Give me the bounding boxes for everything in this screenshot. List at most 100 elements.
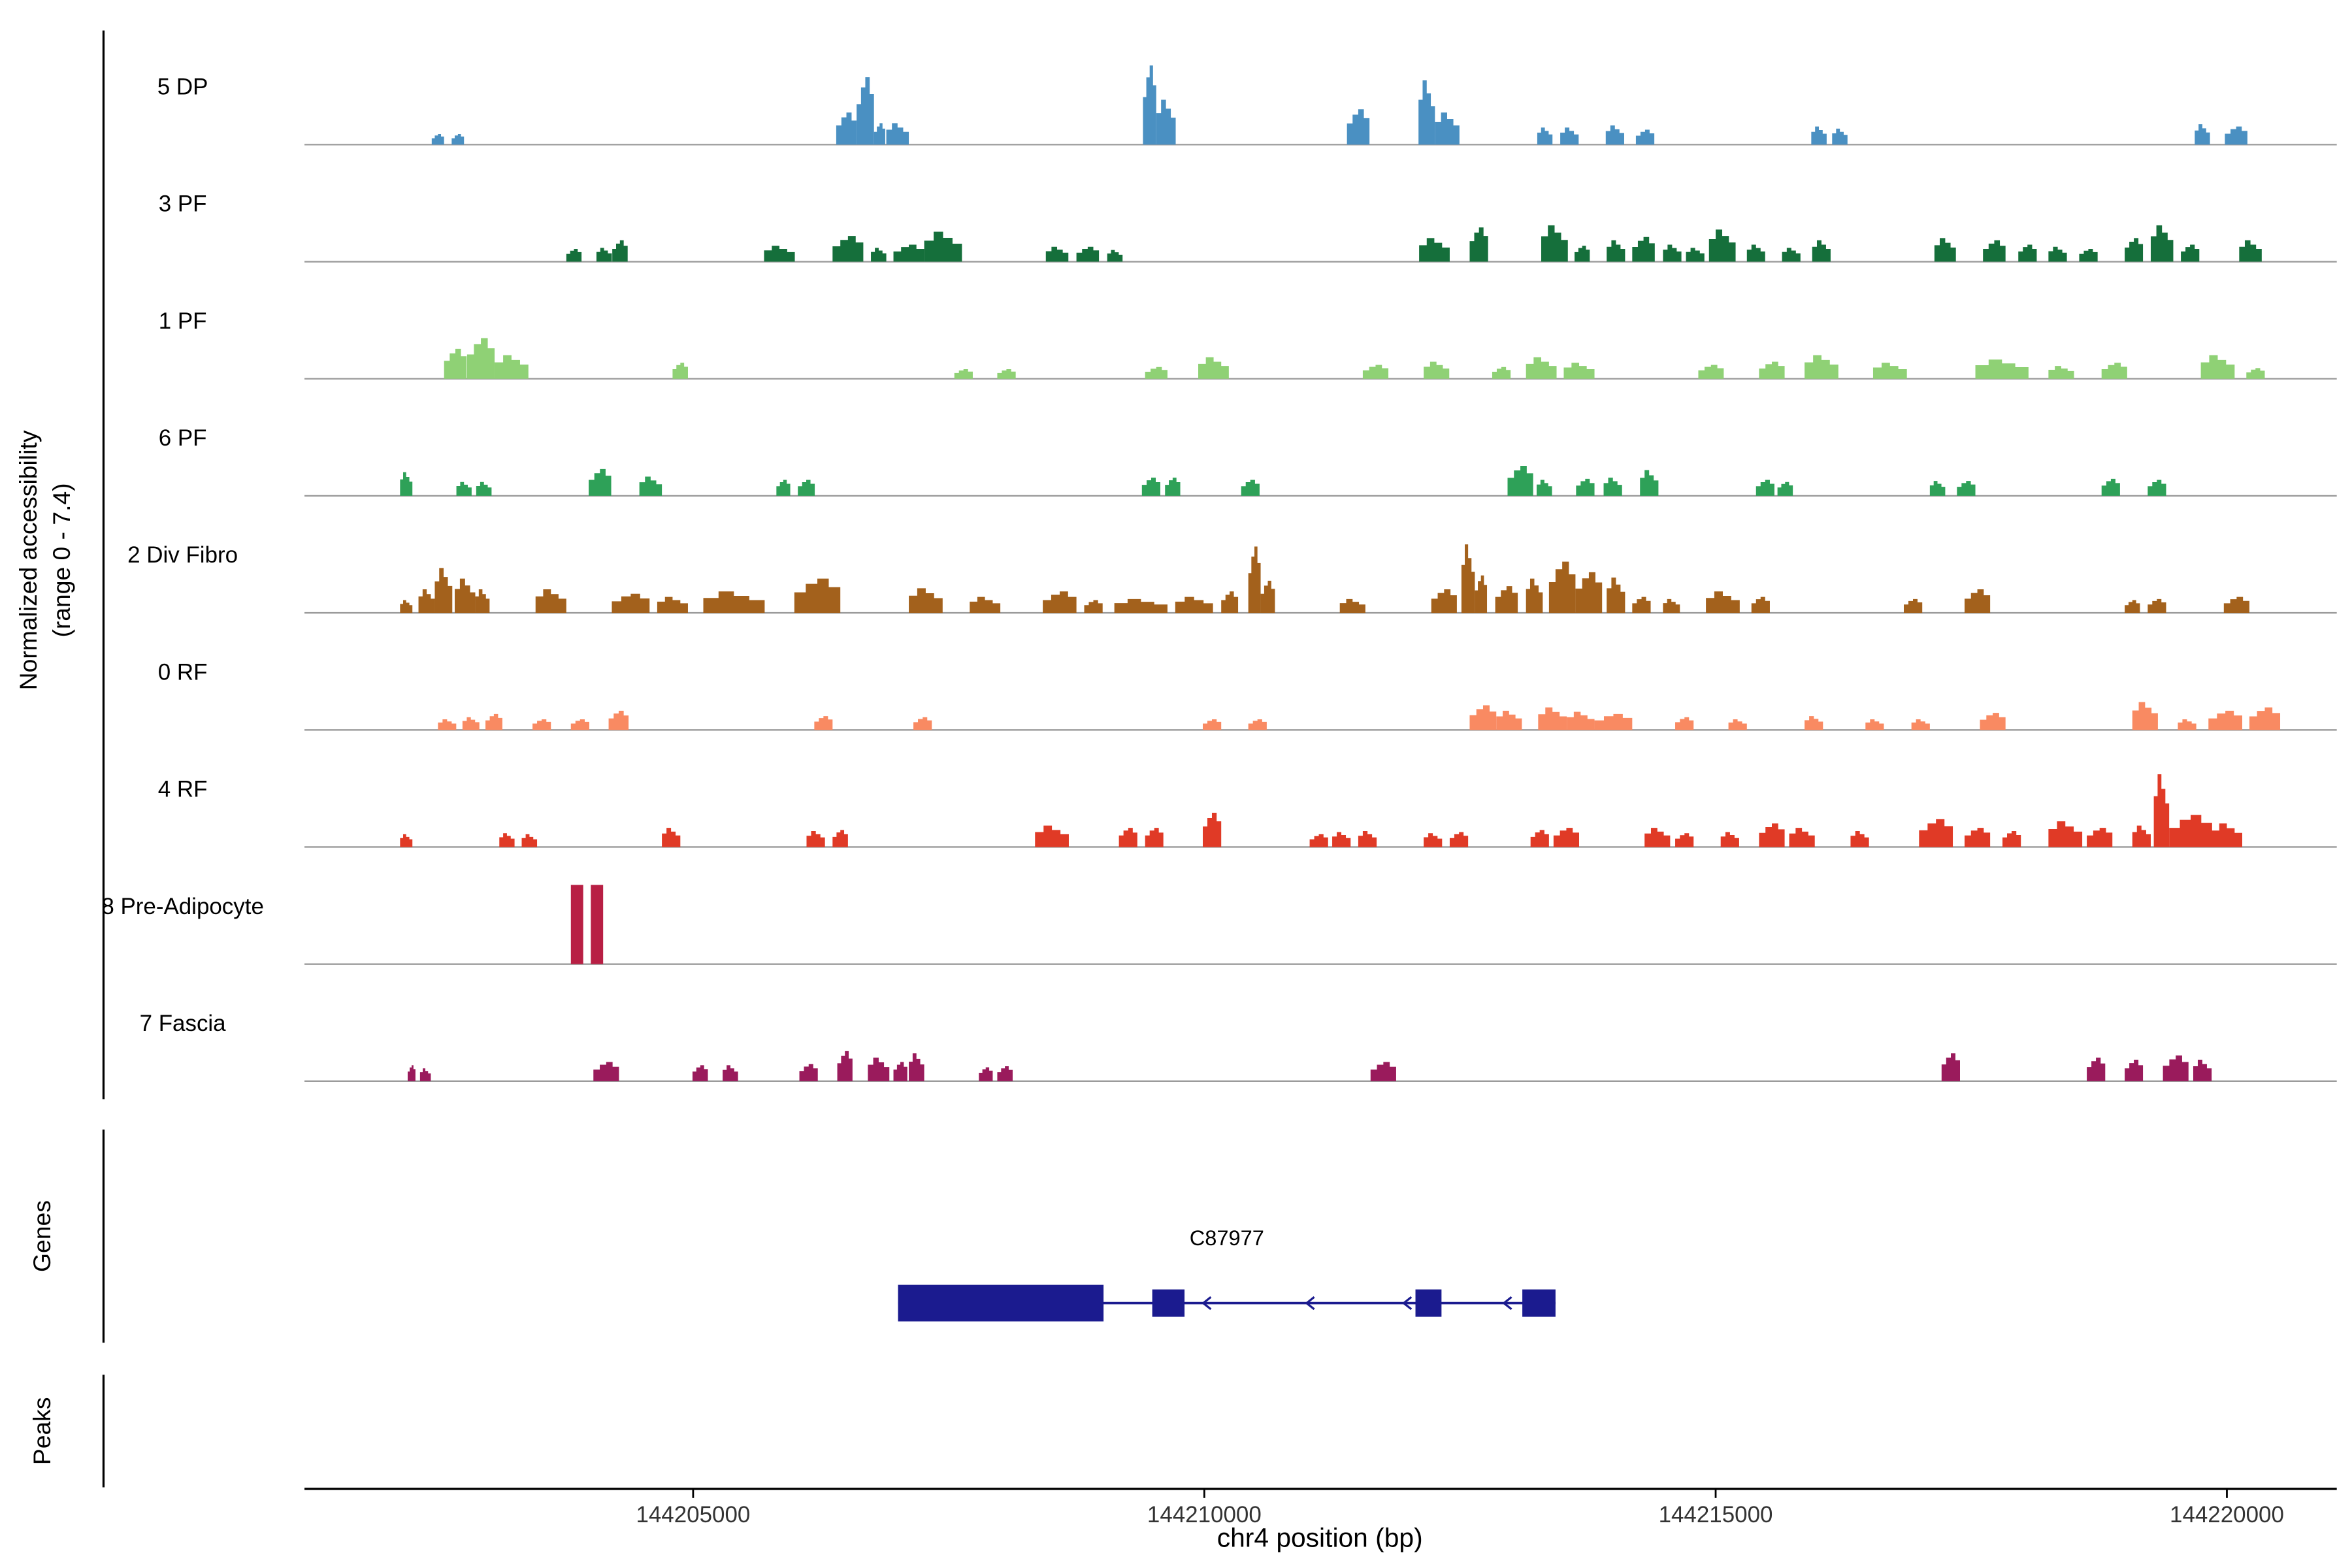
coverage-peak: [1248, 719, 1267, 730]
coverage-peak: [1419, 238, 1450, 262]
coverage-peak: [1675, 717, 1694, 730]
coverage-peak: [893, 1062, 907, 1081]
coverage-peak: [979, 1067, 993, 1081]
coverage-peak: [1469, 705, 1497, 730]
coverage-peak: [1495, 586, 1518, 613]
coverage-peak: [1751, 596, 1770, 613]
coverage-peak: [570, 719, 589, 730]
coverage-peak: [909, 1053, 924, 1081]
coverage-peak: [1526, 578, 1543, 613]
coverage-peak: [532, 719, 551, 730]
coverage-peak: [1309, 834, 1328, 847]
coverage-peak: [2239, 240, 2262, 262]
track-label: 6 PF: [159, 425, 207, 451]
coverage-peak: [799, 1064, 818, 1081]
strand-arrow-icon: [1305, 1296, 1315, 1311]
strand-arrow-icon: [1401, 1296, 1413, 1311]
coverage-peak: [837, 1051, 853, 1081]
coverage-peak: [776, 480, 791, 496]
coverage-peak: [1964, 828, 1991, 847]
coverage-peak: [1607, 240, 1625, 262]
track-0-rf: 0 RF: [158, 659, 2337, 731]
coverage-peak: [1805, 716, 1823, 730]
coverage-peak: [1563, 363, 1595, 379]
coverage-peak: [408, 1065, 416, 1081]
x-axis-tick-label: 144210000: [1147, 1502, 1262, 1527]
coverage-peak: [1538, 707, 1567, 730]
coverage-peak: [1983, 240, 2006, 262]
coverage-peak: [2181, 244, 2200, 262]
track-5-dp: 5 DP: [157, 65, 2337, 146]
coverage-peak: [1640, 470, 1659, 496]
coverage-peak: [1746, 244, 1765, 262]
coverage-peak: [2048, 821, 2083, 847]
y-axis-label-line2: (range 0 - 7.4): [48, 483, 75, 637]
coverage-peak: [692, 1065, 708, 1081]
track-3-pf: 3 PF: [159, 191, 2337, 263]
coverage-peak: [1530, 830, 1549, 847]
coverage-peak: [657, 596, 688, 613]
coverage-peak: [1567, 711, 1595, 730]
coverage-peak: [1575, 246, 1590, 262]
coverage-peak: [1675, 833, 1694, 847]
coverage-peak: [1812, 240, 1831, 262]
coverage-peak: [1537, 127, 1553, 145]
coverage-peak: [2195, 124, 2210, 145]
coverage-peak: [1107, 250, 1123, 262]
coverage-peak: [2169, 815, 2212, 847]
coverage-peak: [970, 596, 1001, 613]
coverage-peak: [1541, 225, 1568, 262]
coverage-peak: [2223, 596, 2249, 613]
coverage-peak: [400, 600, 413, 613]
coverage-peak: [1929, 481, 1946, 496]
coverage-peak: [2193, 1059, 2212, 1081]
coverage-peak: [1469, 227, 1488, 262]
coverage-peak: [1175, 596, 1213, 613]
coverage-peak: [1035, 825, 1069, 847]
coverage-peak: [1865, 719, 1884, 730]
coverage-peak: [438, 719, 457, 730]
coverage-peak: [2153, 774, 2170, 847]
coverage-peak: [1248, 546, 1261, 613]
coverage-peak: [462, 717, 480, 730]
coverage-peak: [1143, 65, 1156, 145]
coverage-peak: [456, 482, 472, 496]
coverage-peak: [1260, 580, 1275, 613]
coverage-peak: [2150, 225, 2174, 262]
coverage-peak: [836, 112, 857, 145]
coverage-peak: [1560, 127, 1579, 145]
coverage-peak: [832, 236, 864, 262]
coverage-peak: [794, 578, 841, 613]
track-label: 5 DP: [157, 74, 208, 99]
coverage-peak: [1934, 238, 1956, 262]
coverage-peak: [1362, 365, 1389, 379]
coverage-peak: [1431, 589, 1457, 613]
coverage-peak: [1221, 591, 1239, 613]
coverage-peak: [1537, 480, 1552, 496]
coverage-peak: [1370, 1062, 1396, 1081]
coverage-peak: [2225, 126, 2247, 145]
coverage-peak: [1575, 572, 1603, 613]
gene-model-layer: C87977: [898, 1226, 1556, 1322]
coverage-peak: [1789, 828, 1815, 847]
coverage-peak: [806, 831, 825, 847]
coverage-peak: [451, 134, 465, 145]
coverage-peak: [1576, 478, 1595, 496]
coverage-peak: [1635, 129, 1655, 145]
coverage-peak: [466, 338, 495, 379]
coverage-peak: [1720, 832, 1739, 847]
coverage-peak: [909, 588, 943, 613]
coverage-peak: [1114, 598, 1168, 613]
track-2-div-fibro: 2 Div Fibro: [127, 542, 2337, 614]
coverage-peak: [495, 355, 529, 379]
track-label: 0 RF: [158, 659, 208, 685]
coverage-peak: [521, 834, 538, 847]
coverage-peak: [596, 248, 612, 262]
coverage-peak: [1941, 1053, 1960, 1081]
coverage-peak: [672, 363, 688, 379]
coverage-peak: [431, 134, 444, 145]
coverage-peak: [418, 589, 435, 613]
strand-arrow-icon: [1502, 1296, 1512, 1311]
coverage-peak: [1782, 248, 1801, 262]
track-7-fascia: 7 Fascia: [140, 1011, 2337, 1083]
